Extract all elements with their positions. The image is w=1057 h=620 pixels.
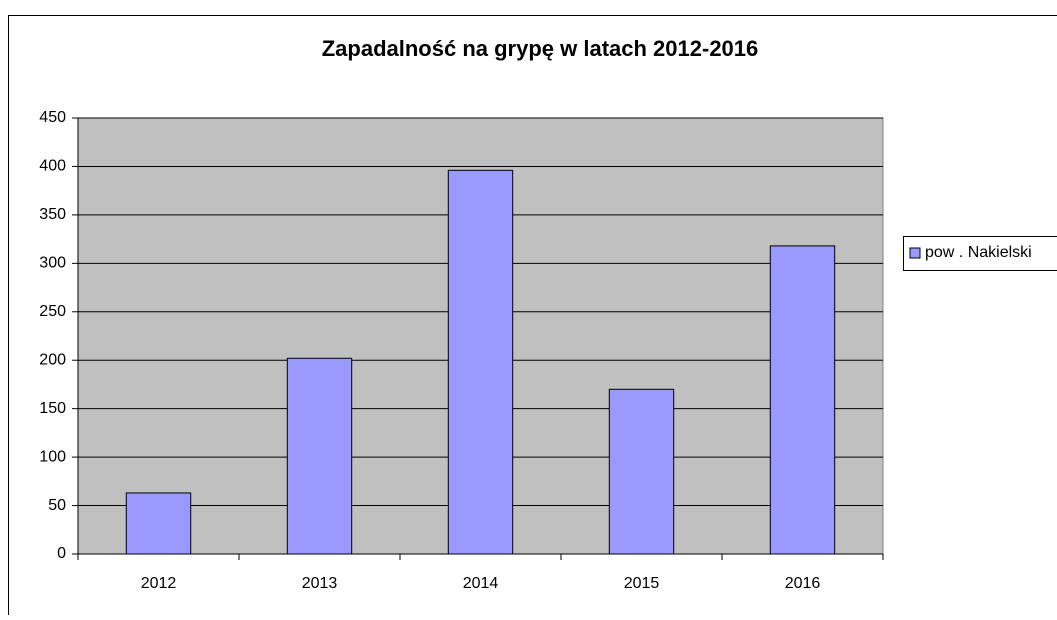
legend-label: pow . Nakielski	[925, 244, 1032, 261]
bar	[609, 389, 673, 554]
bar	[448, 170, 512, 554]
y-tick-label: 250	[39, 303, 66, 320]
y-tick-label: 50	[48, 497, 66, 514]
y-tick-label: 0	[57, 545, 66, 562]
chart-title: Zapadalność na grypę w latach 2012-2016	[322, 36, 759, 61]
y-tick-label: 400	[39, 158, 66, 175]
bar	[126, 493, 190, 554]
x-tick-label: 2013	[302, 575, 338, 592]
x-tick-label: 2012	[141, 575, 177, 592]
y-tick-label: 200	[39, 351, 66, 368]
bar	[287, 358, 351, 554]
y-tick-label: 450	[39, 109, 66, 126]
y-tick-label: 350	[39, 206, 66, 223]
x-tick-label: 2014	[463, 575, 499, 592]
x-tick-label: 2015	[624, 575, 660, 592]
bar	[770, 246, 834, 554]
y-tick-label: 100	[39, 448, 66, 465]
x-tick-label: 2016	[785, 575, 821, 592]
y-tick-label: 150	[39, 400, 66, 417]
legend-swatch	[910, 248, 920, 258]
y-tick-label: 300	[39, 255, 66, 272]
